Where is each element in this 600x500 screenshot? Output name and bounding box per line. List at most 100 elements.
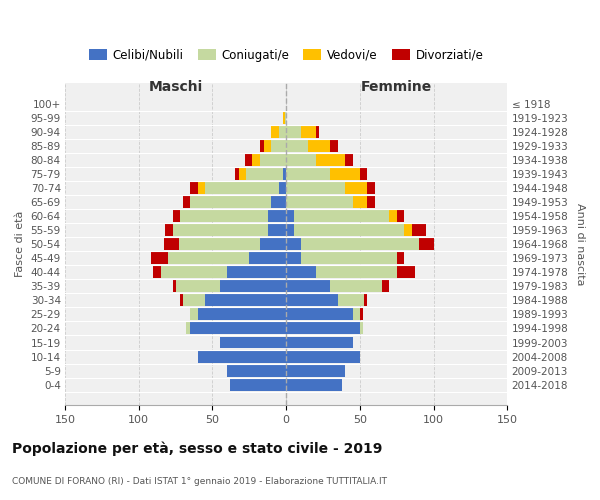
Bar [419,238,434,250]
Bar [186,322,190,334]
Bar [360,308,363,320]
Bar [331,168,360,180]
Bar [173,210,180,222]
Bar [412,224,427,236]
Bar [316,126,319,138]
Bar [316,266,397,278]
Bar [286,140,308,151]
Bar [286,364,345,376]
Bar [338,294,364,306]
Bar [247,168,283,180]
Bar [180,294,183,306]
Bar [198,182,205,194]
Bar [260,238,286,250]
Bar [198,308,286,320]
Bar [154,266,161,278]
Bar [190,182,198,194]
Bar [331,140,338,151]
Bar [173,280,176,292]
Bar [268,210,286,222]
Bar [397,266,415,278]
Bar [252,154,260,166]
Bar [360,168,367,180]
Bar [283,112,285,124]
Bar [286,266,316,278]
Bar [389,210,397,222]
Bar [271,196,286,208]
Bar [397,252,404,264]
Bar [286,238,301,250]
Bar [360,322,363,334]
Bar [161,266,227,278]
Bar [264,140,271,151]
Y-axis label: Anni di nascita: Anni di nascita [575,203,585,285]
Bar [271,140,286,151]
Bar [345,182,367,194]
Bar [151,252,168,264]
Bar [165,224,173,236]
Bar [279,126,286,138]
Bar [198,350,286,362]
Bar [316,154,345,166]
Bar [283,168,286,180]
Bar [239,168,247,180]
Bar [250,252,286,264]
Bar [173,224,268,236]
Bar [286,280,331,292]
Bar [286,224,293,236]
Bar [286,252,301,264]
Bar [245,154,252,166]
Bar [353,196,367,208]
Bar [367,182,374,194]
Bar [286,378,342,390]
Bar [190,308,198,320]
Legend: Celibi/Nubili, Coniugati/e, Vedovi/e, Divorziati/e: Celibi/Nubili, Coniugati/e, Vedovi/e, Di… [85,44,488,66]
Bar [279,182,286,194]
Bar [286,168,331,180]
Bar [183,196,190,208]
Bar [308,140,331,151]
Bar [353,308,360,320]
Bar [260,154,286,166]
Bar [286,182,345,194]
Y-axis label: Fasce di età: Fasce di età [15,211,25,278]
Bar [286,350,360,362]
Bar [301,252,397,264]
Bar [286,308,353,320]
Bar [220,336,286,348]
Bar [367,196,374,208]
Bar [293,210,389,222]
Text: Femmine: Femmine [361,80,433,94]
Bar [168,252,250,264]
Bar [404,224,412,236]
Text: Maschi: Maschi [148,80,203,94]
Bar [180,210,268,222]
Bar [286,294,338,306]
Bar [286,322,360,334]
Bar [268,224,286,236]
Bar [183,294,205,306]
Bar [286,210,293,222]
Bar [205,182,279,194]
Bar [230,378,286,390]
Bar [235,168,239,180]
Bar [286,196,353,208]
Bar [301,238,419,250]
Bar [301,126,316,138]
Bar [164,238,179,250]
Bar [331,280,382,292]
Bar [190,322,286,334]
Bar [345,154,353,166]
Bar [227,266,286,278]
Bar [271,126,279,138]
Bar [176,280,220,292]
Bar [286,154,316,166]
Bar [260,140,264,151]
Bar [382,280,389,292]
Text: Popolazione per età, sesso e stato civile - 2019: Popolazione per età, sesso e stato civil… [12,441,382,456]
Text: COMUNE DI FORANO (RI) - Dati ISTAT 1° gennaio 2019 - Elaborazione TUTTITALIA.IT: COMUNE DI FORANO (RI) - Dati ISTAT 1° ge… [12,477,387,486]
Bar [397,210,404,222]
Bar [364,294,367,306]
Bar [286,336,353,348]
Bar [205,294,286,306]
